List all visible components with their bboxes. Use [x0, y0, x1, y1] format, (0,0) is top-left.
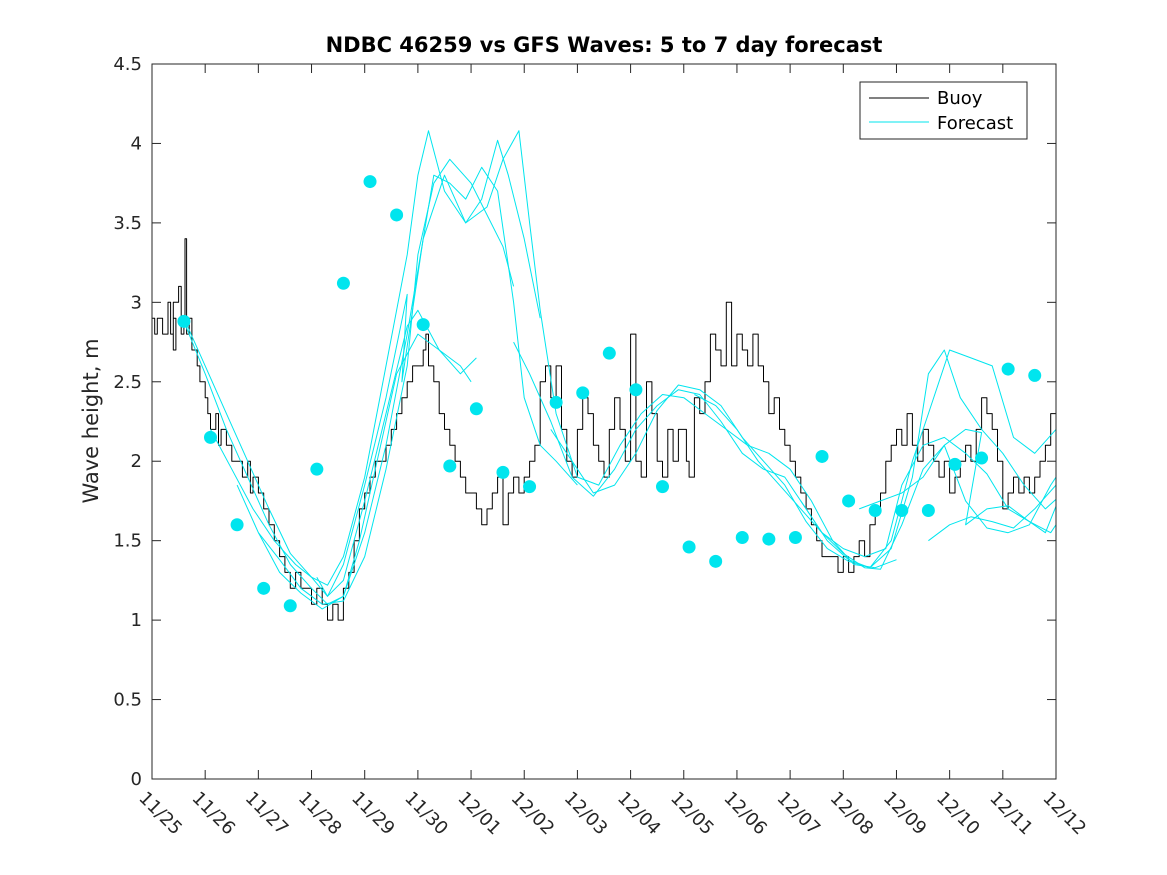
x-tick-label: 12/05: [666, 788, 718, 840]
forecast-point: [283, 599, 297, 613]
forecast-point: [762, 532, 776, 546]
forecast-series-line: [183, 309, 477, 597]
y-axis: 0 0.5 1 1.5 2 2.5 3 3.5 4 4.5: [113, 54, 1056, 790]
forecast-point: [416, 318, 430, 332]
forecast-series-line: [859, 444, 1056, 534]
legend-box: [859, 81, 1028, 140]
forecast-point: [975, 451, 989, 465]
chart-title: NDBC 46259 vs GFS Waves: 5 to 7 day fore…: [326, 33, 883, 57]
y-tick-label: 4: [131, 133, 142, 154]
x-tick-label: 12/11: [985, 788, 1037, 840]
x-tick-label: 11/30: [400, 788, 452, 840]
x-tick-label: 11/28: [294, 788, 346, 840]
x-tick-label: 12/04: [613, 788, 665, 840]
forecast-point: [735, 530, 749, 544]
forecast-point: [868, 503, 882, 517]
forecast-series-line: [236, 158, 515, 605]
forecast-point: [496, 465, 510, 479]
y-tick-label: 2: [131, 451, 142, 472]
forecast-point: [948, 457, 962, 471]
x-tick-label: 11/27: [241, 788, 293, 840]
forecast-series-line: [550, 349, 1056, 569]
y-tick-label: 4.5: [113, 54, 142, 75]
forecast-point: [549, 395, 563, 409]
forecast-point: [815, 449, 829, 463]
forecast-series-line: [210, 130, 541, 586]
forecast-point: [842, 494, 856, 508]
y-tick-label: 2.5: [113, 372, 142, 393]
legend-forecast-label: Forecast: [937, 113, 1013, 134]
forecast-point: [682, 540, 696, 554]
forecast-point: [602, 346, 616, 360]
forecast-point: [788, 530, 802, 544]
y-tick-label: 3: [131, 292, 142, 313]
x-tick-label: 11/29: [347, 788, 399, 840]
x-tick-label: 11/26: [188, 788, 240, 840]
x-tick-label: 12/10: [932, 788, 984, 840]
y-axis-label: Wave height, m: [79, 338, 103, 503]
forecast-series-line: [513, 341, 1056, 569]
forecast-point: [177, 314, 191, 328]
buoy-series-line: [152, 238, 1056, 621]
forecast-point: [363, 175, 377, 189]
x-tick-label: 12/12: [1038, 788, 1090, 840]
y-tick-label: 0: [131, 769, 142, 790]
forecast-series-line: [800, 436, 1056, 558]
y-tick-label: 1.5: [113, 531, 142, 552]
x-tick-label: 12/01: [454, 788, 506, 840]
forecast-point: [1001, 362, 1015, 376]
legend: Buoy Forecast: [859, 81, 1028, 140]
forecast-point: [576, 386, 590, 400]
x-tick-label: 11/25: [134, 788, 186, 840]
x-tick-label: 12/02: [507, 788, 559, 840]
forecast-series-line: [183, 321, 472, 605]
forecast-point: [895, 503, 909, 517]
forecast-point: [443, 459, 457, 473]
forecast-point: [203, 430, 217, 444]
forecast-point: [230, 518, 244, 532]
x-tick-label: 12/06: [719, 788, 771, 840]
forecast-point: [709, 554, 723, 568]
forecast-point: [1028, 368, 1042, 382]
x-tick-label: 12/07: [773, 788, 825, 840]
y-tick-label: 1: [131, 610, 142, 631]
forecast-point: [629, 383, 643, 397]
forecast-point: [390, 208, 404, 222]
x-tick-label: 12/09: [879, 788, 931, 840]
forecast-point: [469, 402, 483, 416]
forecast-point: [921, 503, 935, 517]
forecast-point: [257, 581, 271, 595]
forecast-point: [655, 480, 669, 494]
forecast-point: [523, 480, 537, 494]
legend-buoy-label: Buoy: [937, 88, 983, 109]
x-tick-label: 12/03: [560, 788, 612, 840]
y-tick-label: 0.5: [113, 690, 142, 711]
forecast-point: [336, 276, 350, 290]
axes-box: [151, 63, 1057, 780]
forecast-point: [310, 462, 324, 476]
x-tick-label: 12/08: [826, 788, 878, 840]
plot-area: [152, 130, 1056, 621]
forecast-series-line: [257, 166, 578, 610]
y-tick-label: 3.5: [113, 213, 142, 234]
forecast-series-line: [316, 130, 897, 597]
forecast-series-line: [928, 484, 1056, 542]
